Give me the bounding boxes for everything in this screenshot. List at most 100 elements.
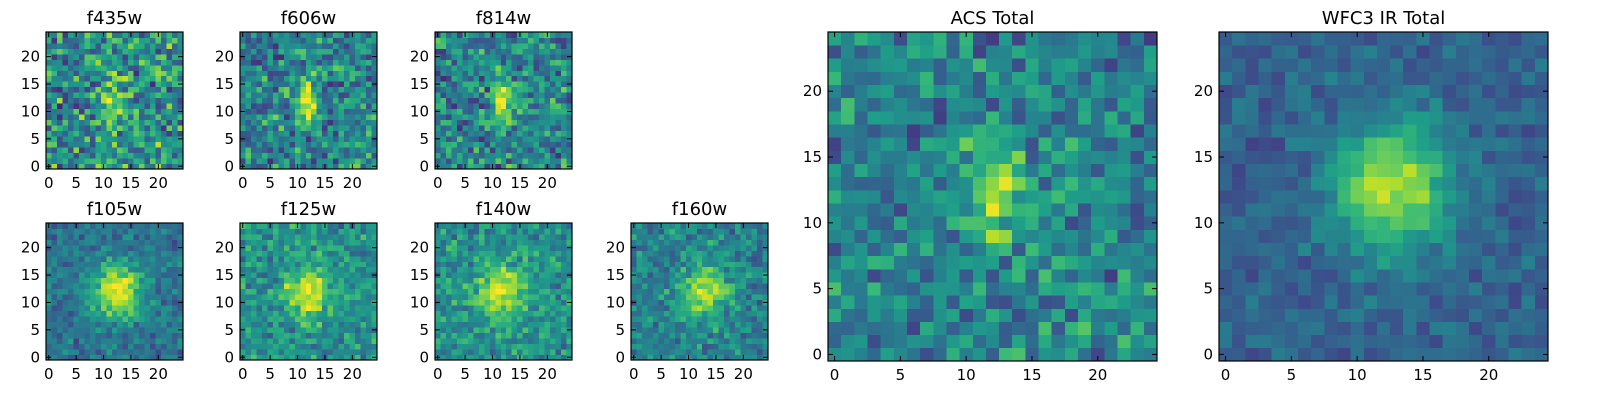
heatmap-cell: [544, 136, 551, 142]
heatmap-cell: [631, 239, 637, 246]
heatmap-cell: [78, 321, 85, 328]
heatmap-cell: [294, 239, 301, 246]
heatmap-cell: [456, 141, 463, 148]
heatmap-cell: [495, 163, 502, 170]
heatmap-cell: [555, 37, 562, 44]
heatmap-cell: [67, 86, 74, 93]
heatmap-cell: [316, 119, 323, 126]
x-tick-label: 15: [510, 365, 529, 383]
heatmap-cell: [746, 277, 752, 284]
heatmap-cell: [746, 310, 752, 317]
heatmap-cell: [128, 119, 135, 126]
heatmap-cell: [73, 266, 80, 273]
heatmap-cell: [478, 233, 485, 240]
heatmap-cell: [828, 216, 842, 230]
heatmap-cell: [451, 228, 458, 235]
heatmap-cell: [245, 103, 252, 110]
heatmap-cell: [867, 282, 882, 296]
heatmap-cell: [316, 130, 323, 137]
heatmap-cell: [533, 332, 540, 339]
heatmap-cell: [128, 64, 135, 71]
heatmap-cell: [155, 158, 162, 164]
heatmap-cell: [111, 59, 118, 66]
heatmap-cell: [333, 97, 340, 104]
heatmap-cell: [985, 242, 1000, 257]
heatmap-cell: [344, 288, 350, 295]
heatmap-cell: [371, 310, 378, 317]
heatmap-cell: [522, 228, 529, 235]
heatmap-cell: [506, 97, 513, 104]
heatmap-cell: [500, 136, 507, 142]
heatmap-cell: [89, 48, 96, 55]
heatmap-cell: [161, 163, 167, 170]
heatmap-cell: [73, 70, 80, 77]
heatmap-cell: [1104, 321, 1118, 336]
heatmap-cell: [344, 310, 350, 317]
heatmap-cell: [1078, 203, 1092, 217]
y-tick-label: 10: [215, 102, 234, 120]
heatmap-cell: [841, 321, 855, 336]
heatmap-cell: [451, 59, 458, 66]
heatmap-cell: [663, 239, 670, 246]
heatmap-cell: [674, 316, 681, 323]
heatmap-cell: [172, 158, 178, 164]
heatmap-cell: [707, 299, 714, 306]
heatmap-cell: [451, 299, 458, 306]
heatmap-cell: [240, 158, 246, 164]
heatmap-cell: [73, 92, 80, 99]
heatmap-cell: [355, 277, 361, 284]
heatmap-cell: [500, 141, 507, 148]
heatmap-cell: [366, 255, 372, 262]
heatmap-cell: [267, 239, 274, 246]
heatmap-cell: [95, 310, 102, 317]
heatmap-cell: [250, 86, 257, 93]
heatmap-cell: [267, 130, 274, 137]
heatmap-cell: [111, 86, 118, 93]
heatmap-cell: [435, 283, 441, 290]
heatmap-cell: [344, 283, 350, 290]
heatmap-cell: [133, 81, 140, 88]
heatmap-cell: [456, 244, 463, 251]
heatmap-cell: [240, 75, 246, 82]
heatmap-cell: [327, 310, 334, 317]
heatmap-cell: [73, 288, 80, 295]
heatmap-cell: [144, 228, 151, 235]
heatmap-cell: [322, 37, 329, 44]
heatmap-cell: [327, 119, 334, 126]
heatmap-cell: [1143, 268, 1158, 283]
heatmap-cell: [366, 288, 372, 295]
heatmap-cell: [440, 299, 447, 306]
heatmap-cell: [685, 244, 692, 251]
heatmap-cell: [139, 255, 146, 262]
heatmap-cell: [349, 125, 356, 132]
heatmap-cell: [46, 48, 52, 55]
heatmap-cell: [478, 86, 485, 93]
heatmap-cell: [539, 332, 545, 339]
heatmap-cell: [311, 119, 318, 126]
heatmap-cell: [522, 250, 529, 257]
heatmap-cell: [489, 277, 496, 284]
heatmap-cell: [122, 64, 129, 71]
heatmap-cell: [84, 86, 91, 93]
heatmap-cell: [729, 332, 736, 339]
heatmap-cell: [150, 299, 156, 306]
heatmap-cell: [117, 288, 124, 295]
heatmap-cell: [177, 70, 184, 77]
heatmap-cell: [636, 277, 643, 284]
heatmap-cell: [240, 310, 246, 317]
heatmap-cell: [500, 288, 507, 295]
heatmap-cell: [73, 255, 80, 262]
heatmap-cell: [674, 349, 681, 355]
heatmap-cell: [462, 147, 469, 153]
heatmap-cell: [166, 64, 173, 71]
heatmap-cell: [762, 228, 769, 235]
heatmap-cell: [533, 81, 540, 88]
heatmap-cell: [128, 125, 135, 132]
heatmap-cell: [177, 158, 184, 164]
heatmap-cell: [484, 250, 491, 257]
heatmap-cell: [451, 103, 458, 110]
heatmap-cell: [267, 294, 274, 301]
heatmap-cell: [467, 327, 474, 333]
heatmap-cell: [62, 75, 69, 82]
heatmap-cell: [283, 233, 290, 240]
